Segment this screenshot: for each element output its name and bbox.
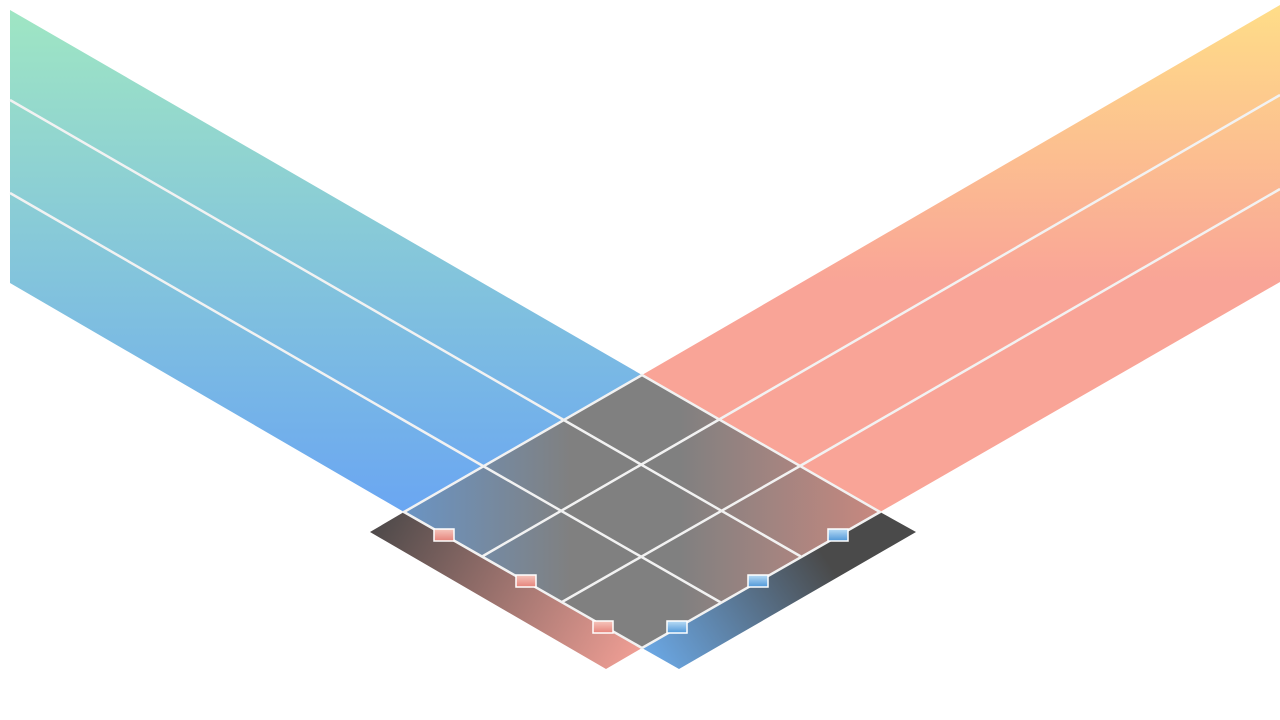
right-base-marker <box>747 574 769 588</box>
right-band-lane-divider <box>799 187 1280 468</box>
left-base-marker <box>515 574 537 588</box>
right-base-strip <box>642 512 916 669</box>
left-base-marker <box>592 620 614 634</box>
right-band-lane-divider <box>719 93 1280 421</box>
right-base-marker <box>827 528 849 542</box>
left-band-lane-divider <box>9 98 563 421</box>
right-band <box>642 5 1280 512</box>
left-base-marker <box>433 528 455 542</box>
left-band-lane-divider <box>9 191 484 468</box>
right-base-marker <box>666 620 688 634</box>
left-band <box>10 10 642 512</box>
left-base-strip <box>370 512 642 669</box>
